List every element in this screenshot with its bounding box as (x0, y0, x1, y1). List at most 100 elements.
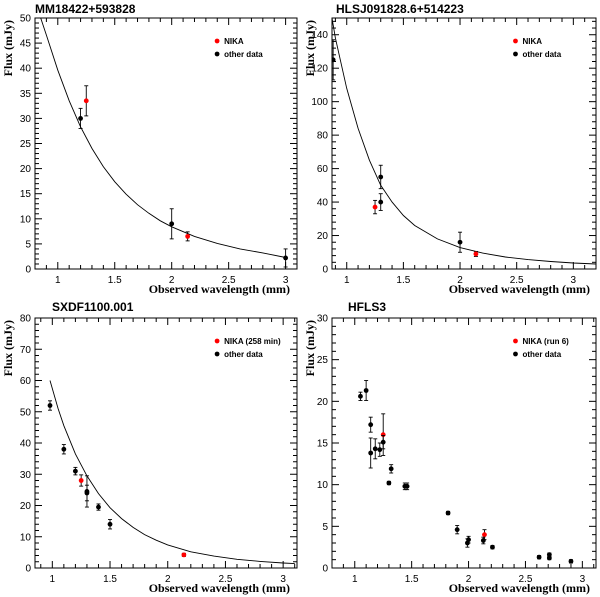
data-marker (368, 422, 374, 428)
legend-label: NIKA (258 min) (224, 337, 281, 346)
data-marker (546, 552, 552, 558)
legend-marker (214, 38, 220, 44)
y-tick-label: 10 (20, 532, 32, 543)
y-tick-label: 20 (20, 501, 32, 512)
x-tick-label: 2.5 (222, 275, 236, 286)
data-point (404, 482, 410, 491)
y-tick-label: 30 (317, 314, 329, 325)
legend-marker (214, 51, 220, 57)
y-tick-label: 0 (322, 265, 328, 276)
x-tick-label: 2.5 (218, 574, 232, 585)
x-tick-label: 3 (280, 574, 286, 585)
data-point (480, 536, 486, 545)
data-marker (568, 558, 574, 564)
data-marker (404, 483, 410, 489)
data-point (473, 250, 479, 257)
data-marker (169, 221, 175, 227)
y-tick-label: 15 (317, 439, 329, 450)
x-tick-label: 3 (283, 275, 289, 286)
data-point (181, 552, 187, 558)
x-axis-label: Observed wavelength (mm) (149, 581, 290, 595)
y-tick-label: 40 (317, 198, 329, 209)
data-point (363, 380, 369, 401)
x-tick-label: 2 (165, 574, 171, 585)
chart-panel-1: 1 1.5 2 2.5 305101520253035404550MM18422+593… (1, 2, 298, 296)
legend: NIKA (run 6) other data (513, 337, 569, 359)
x-tick-label: 3 (571, 275, 577, 286)
data-point (372, 438, 378, 460)
data-marker (377, 447, 383, 453)
data-point (378, 164, 384, 190)
x-tick-label: 2 (169, 275, 175, 286)
x-axis-label: Observed wavelength (mm) (149, 282, 290, 296)
legend-marker (214, 338, 220, 344)
y-tick-label: 10 (317, 480, 329, 491)
data-point (466, 535, 471, 544)
data-marker (78, 478, 84, 483)
data-marker (372, 446, 378, 452)
y-tick-label: 50 (20, 407, 32, 418)
y-tick-label: 10 (20, 214, 32, 225)
y-tick-label: 20 (317, 397, 329, 408)
y-tick-label: 5 (25, 239, 31, 250)
data-point (61, 444, 67, 455)
y-axis-label: Flux (mJy) (1, 320, 15, 376)
x-tick-label: 3 (580, 574, 586, 585)
data-point (358, 391, 363, 401)
legend-marker (513, 51, 518, 57)
y-tick-label: 15 (20, 189, 32, 200)
data-point (457, 231, 463, 253)
legend-label: other data (522, 50, 561, 59)
data-point (378, 193, 384, 211)
y-tick-label: 70 (20, 345, 32, 356)
data-marker (84, 490, 90, 496)
data-point (536, 554, 542, 560)
y-tick-label: 100 (311, 97, 328, 108)
data-point (185, 231, 191, 242)
chart-title: MM18422+593828 (35, 2, 136, 16)
y-tick-label: 45 (20, 39, 32, 50)
x-tick-label: 1.5 (396, 275, 410, 286)
data-marker (72, 468, 78, 474)
data-point (332, 39, 336, 81)
data-point (83, 85, 89, 117)
legend-marker (513, 338, 518, 344)
x-tick-label: 1 (55, 275, 61, 286)
x-tick-label: 1.5 (405, 574, 419, 585)
y-tick-label: 50 (20, 14, 32, 25)
chart-panel-2: 1 1.5 2 2.5 3 0 20 40 60 80 100 120 140 HLSJ091828.6+… (303, 2, 597, 296)
data-marker (358, 393, 363, 399)
data-marker (380, 439, 386, 445)
data-point (107, 519, 113, 530)
legend-label: NIKA (run 6) (522, 337, 569, 346)
data-point (78, 107, 83, 129)
x-axis-label: Observed wavelength (mm) (449, 581, 590, 595)
data-point (78, 474, 84, 487)
data-point (169, 208, 175, 240)
data-marker (388, 466, 394, 472)
data-marker (78, 116, 83, 121)
data-point (377, 442, 383, 457)
y-tick-label: 80 (20, 314, 32, 325)
data-point (368, 437, 374, 469)
legend-label: NIKA (522, 37, 542, 46)
data-marker (480, 538, 486, 543)
x-tick-label: 2.5 (518, 574, 532, 585)
data-marker (47, 403, 53, 408)
x-tick-label: 1 (50, 574, 56, 585)
legend-label: NIKA (224, 37, 244, 46)
legend-marker (214, 351, 220, 357)
data-point (386, 480, 392, 486)
data-point (568, 558, 574, 564)
data-point (445, 510, 451, 516)
y-tick-label: 40 (20, 64, 32, 75)
data-marker (363, 388, 369, 393)
data-marker (536, 554, 542, 560)
model-curve (332, 18, 596, 265)
x-axis-label: Observed wavelength (mm) (449, 282, 590, 296)
data-point (372, 199, 378, 215)
legend: NIKA other data (214, 37, 263, 59)
x-tick-label: 1 (352, 574, 358, 585)
